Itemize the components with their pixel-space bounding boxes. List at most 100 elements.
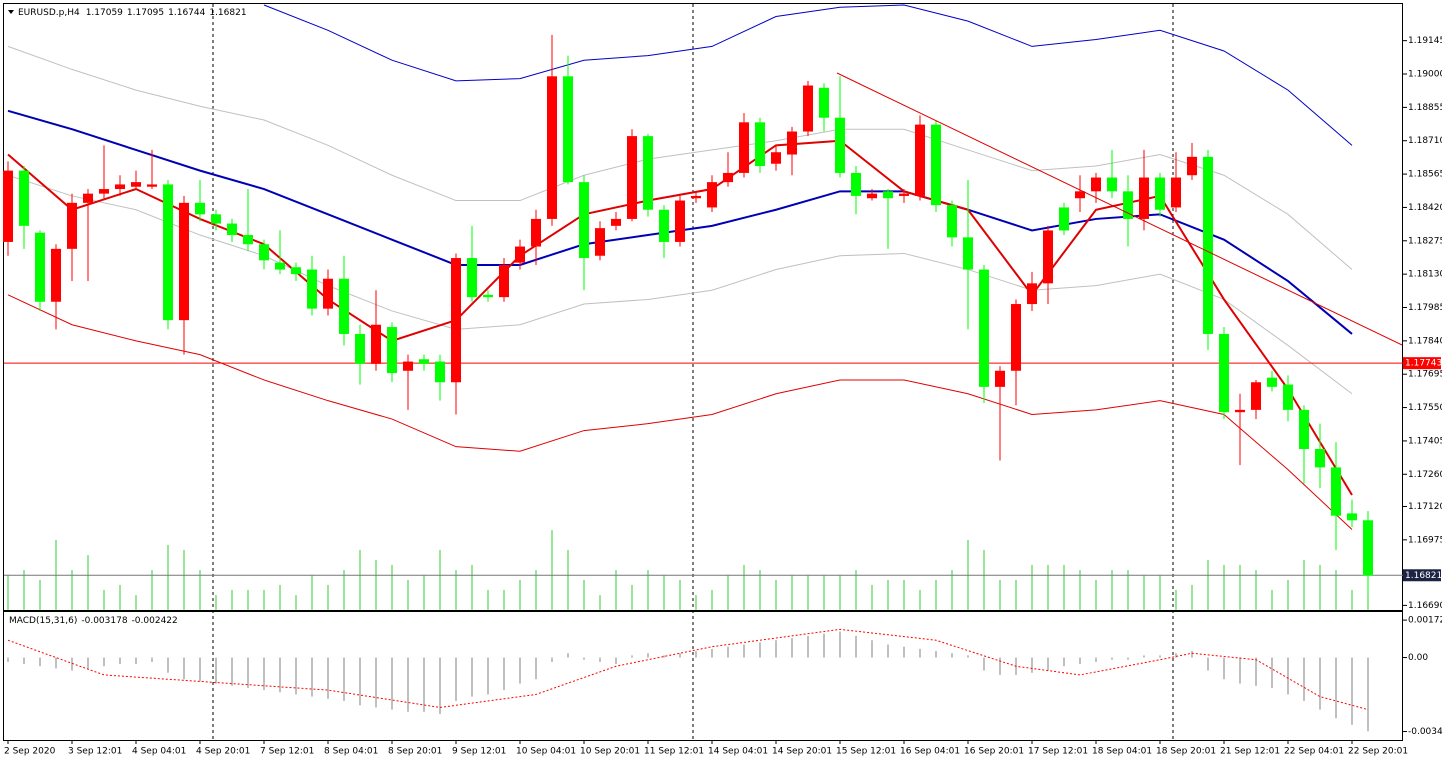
candle-body: [371, 324, 381, 364]
candle-body: [899, 193, 909, 196]
y-tick-label: 1.18275: [1408, 236, 1442, 246]
bid-price-box: [1403, 569, 1441, 582]
histogram-bar: [487, 657, 489, 695]
x-tick-label: 18 Sep 20:01: [1156, 747, 1216, 757]
low-price: 1.16744: [168, 8, 205, 18]
candle-body: [451, 258, 461, 383]
candle-body: [963, 237, 973, 270]
histogram-bar: [903, 646, 905, 658]
histogram-bar: [215, 657, 217, 684]
candle-body: [179, 202, 189, 321]
x-tick-label: 4 Sep 04:01: [132, 747, 186, 757]
candle-body: [1059, 207, 1069, 231]
candle-body: [947, 205, 957, 238]
histogram-bar: [967, 655, 969, 658]
histogram-bar: [791, 638, 793, 658]
histogram-bar: [711, 648, 713, 658]
macd-panel: [3, 611, 1403, 741]
x-tick-label: 17 Sep 12:01: [1028, 747, 1088, 757]
y-tick-label: 1.18710: [1408, 136, 1442, 146]
histogram-bar: [663, 655, 665, 658]
histogram-bar: [103, 657, 105, 667]
histogram-bar: [39, 657, 41, 667]
candle-body: [1011, 304, 1021, 371]
open-price: 1.17059: [86, 8, 123, 18]
histogram-bar: [599, 657, 601, 662]
candle-body: [835, 117, 845, 173]
histogram-bar: [919, 648, 921, 658]
histogram-bar: [7, 657, 9, 662]
histogram-bar: [1223, 657, 1225, 680]
histogram-bar: [135, 657, 137, 665]
candle-body: [115, 184, 125, 190]
histogram-bar: [263, 657, 265, 691]
histogram-bar: [1159, 655, 1161, 658]
histogram-bar: [1367, 657, 1369, 732]
candle-body: [1283, 384, 1293, 410]
candle-body: [771, 152, 781, 164]
candle-body: [1171, 177, 1181, 208]
candle-body: [1187, 156, 1197, 176]
y-tick-label: 1.17985: [1408, 303, 1442, 313]
histogram-bar: [807, 635, 809, 658]
histogram-bar: [551, 657, 553, 662]
histogram-bar: [1271, 657, 1273, 688]
symbol-header: EURUSD.p,H4 1.17059 1.17095 1.16744 1.16821: [18, 8, 247, 18]
candle-body: [995, 370, 1005, 387]
x-tick-label: 14 Sep 20:01: [772, 747, 832, 757]
y-tick-label: 1.19000: [1408, 70, 1442, 80]
histogram-bar: [695, 651, 697, 658]
x-tick-label: 7 Sep 12:01: [260, 747, 314, 757]
candle-body: [803, 85, 813, 132]
x-tick-label: 14 Sep 04:01: [708, 747, 768, 757]
histogram-bar: [23, 657, 25, 665]
histogram-bar: [1207, 657, 1209, 671]
y-tick-label: 1.17405: [1408, 436, 1442, 446]
histogram-bar: [727, 646, 729, 658]
histogram-bar: [375, 657, 377, 708]
candle-body: [1363, 520, 1373, 576]
histogram-bar: [775, 640, 777, 658]
x-tick-label: 2 Sep 2020: [4, 747, 56, 757]
histogram-bar: [295, 657, 297, 695]
menu-arrow[interactable]: [8, 10, 14, 14]
histogram-bar: [1335, 657, 1337, 719]
histogram-bar: [1239, 657, 1241, 684]
histogram-bar: [1255, 657, 1257, 686]
histogram-bar: [327, 657, 329, 699]
histogram-bar: [183, 657, 185, 680]
x-tick-label: 8 Sep 04:01: [324, 747, 378, 757]
candle-body: [867, 193, 877, 199]
histogram-bar: [983, 657, 985, 671]
candle-body: [979, 269, 989, 387]
histogram-bar: [759, 642, 761, 658]
candle-body: [83, 193, 93, 203]
candle-body: [755, 122, 765, 167]
candle-body: [291, 267, 301, 275]
candle-body: [1315, 448, 1325, 468]
candle-body: [51, 248, 61, 302]
histogram-bar: [583, 657, 585, 660]
histogram-bar: [439, 657, 441, 714]
candle-body: [1331, 467, 1341, 516]
candle-body: [19, 170, 29, 226]
histogram-bar: [423, 657, 425, 712]
histogram-bar: [1319, 657, 1321, 710]
histogram-bar: [167, 657, 169, 673]
indicator-line: [7, 174, 1353, 395]
high-price: 1.17095: [127, 8, 164, 18]
x-tick-label: 10 Sep 04:01: [516, 747, 576, 757]
indicator-name: MACD(15,31,6): [9, 616, 77, 626]
candle-body: [579, 182, 589, 259]
candle-body: [611, 218, 621, 226]
candle-body: [419, 359, 429, 364]
candle-body: [659, 209, 669, 242]
histogram-bar: [71, 657, 73, 671]
histogram-bar: [679, 653, 681, 658]
candle-body: [307, 269, 317, 309]
candle-body: [403, 361, 413, 371]
candle-body: [723, 172, 733, 183]
x-tick-label: 8 Sep 20:01: [388, 747, 442, 757]
